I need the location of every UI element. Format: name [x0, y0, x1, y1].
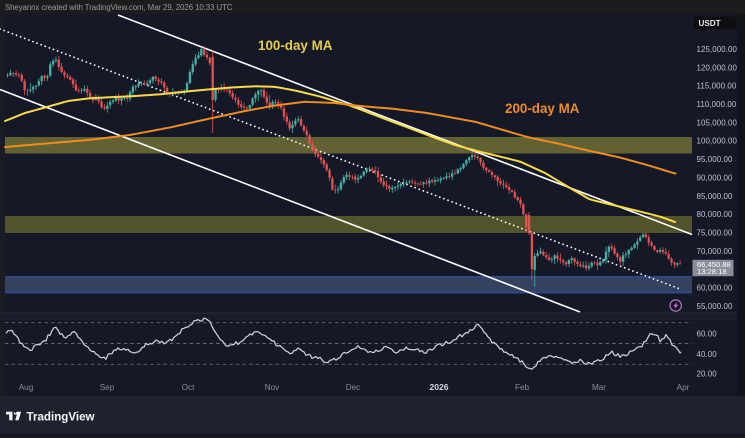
svg-text:115,000.00: 115,000.00 — [697, 82, 737, 91]
svg-text:Mar: Mar — [592, 383, 606, 392]
svg-text:2026: 2026 — [429, 382, 448, 392]
svg-text:100-day MA: 100-day MA — [258, 38, 333, 53]
svg-text:Sep: Sep — [100, 383, 115, 392]
svg-text:Apr: Apr — [677, 383, 690, 392]
svg-text:Sheyannx created with TradingV: Sheyannx created with TradingView.com, M… — [5, 3, 233, 12]
svg-text:100,000.00: 100,000.00 — [697, 137, 738, 146]
svg-text:120,000.00: 120,000.00 — [697, 63, 738, 72]
svg-text:40.00: 40.00 — [697, 350, 718, 359]
svg-text:66,450.88: 66,450.88 — [697, 260, 731, 269]
svg-text:95,000.00: 95,000.00 — [697, 155, 734, 164]
svg-text:Aug: Aug — [19, 383, 34, 392]
svg-text:60,000.00: 60,000.00 — [697, 284, 734, 293]
svg-text:USDT: USDT — [699, 19, 721, 28]
svg-text:200-day MA: 200-day MA — [505, 101, 580, 116]
svg-text:Nov: Nov — [265, 383, 280, 392]
svg-text:85,000.00: 85,000.00 — [697, 192, 734, 201]
svg-text:110,000.00: 110,000.00 — [697, 100, 737, 109]
svg-text:Dec: Dec — [346, 383, 361, 392]
svg-text:Oct: Oct — [182, 383, 195, 392]
svg-text:Feb: Feb — [515, 383, 530, 392]
svg-text:55,000.00: 55,000.00 — [697, 302, 734, 311]
svg-text:80,000.00: 80,000.00 — [697, 210, 734, 219]
svg-text:60.00: 60.00 — [697, 329, 718, 338]
svg-text:105,000.00: 105,000.00 — [697, 118, 738, 127]
svg-text:90,000.00: 90,000.00 — [697, 173, 734, 182]
svg-text:70,000.00: 70,000.00 — [697, 247, 734, 256]
svg-text:13:28:18: 13:28:18 — [697, 267, 727, 276]
svg-text:125,000.00: 125,000.00 — [697, 45, 738, 54]
svg-text:TradingView: TradingView — [27, 410, 96, 423]
svg-text:75,000.00: 75,000.00 — [697, 229, 734, 238]
svg-text:20.00: 20.00 — [697, 369, 718, 378]
